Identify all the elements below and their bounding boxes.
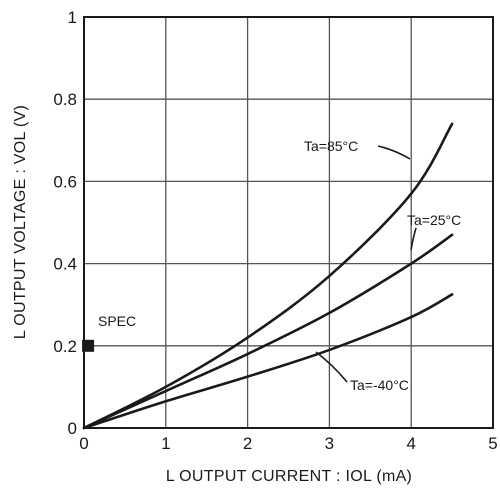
x-tick-label: 4	[406, 434, 415, 453]
curve-ta-minus40	[82, 293, 454, 430]
spec-label: SPEC	[98, 313, 136, 329]
leader-25	[410, 227, 417, 251]
grid	[84, 17, 493, 428]
x-axis-label: L OUTPUT CURRENT : IOL (mA)	[166, 468, 412, 485]
y-tick-label: 0.6	[53, 172, 77, 191]
curve-ta-25	[82, 233, 454, 430]
y-axis-label: L OUTPUT VOLTAGE : VOL (V)	[12, 105, 29, 339]
y-tick-label: 1	[68, 8, 77, 27]
x-tick-label: 3	[325, 434, 334, 453]
x-tick-label: 5	[488, 434, 497, 453]
x-tick-label: 1	[161, 434, 170, 453]
y-tick-label: 0.8	[53, 90, 77, 109]
plot-frame	[83, 16, 494, 429]
curve-ta-85	[82, 122, 454, 430]
tick-labels: 0 1 2 3 4 5 0 0.2 0.4 0.6 0.8 1	[53, 8, 497, 453]
series-label-85: Ta=85°C	[304, 138, 358, 154]
y-tick-label: 0.4	[53, 255, 77, 274]
series-label-25: Ta=25°C	[407, 212, 461, 228]
series-label-minus40: Ta=-40°C	[350, 377, 409, 393]
x-tick-label: 2	[243, 434, 252, 453]
curves	[82, 122, 454, 430]
leaders	[315, 145, 417, 383]
y-tick-label: 0.2	[53, 337, 77, 356]
leader-minus40	[315, 351, 348, 383]
leader-85	[377, 145, 411, 160]
y-tick-label: 0	[68, 419, 77, 438]
x-tick-label: 0	[79, 434, 88, 453]
spec-marker	[82, 339, 95, 352]
